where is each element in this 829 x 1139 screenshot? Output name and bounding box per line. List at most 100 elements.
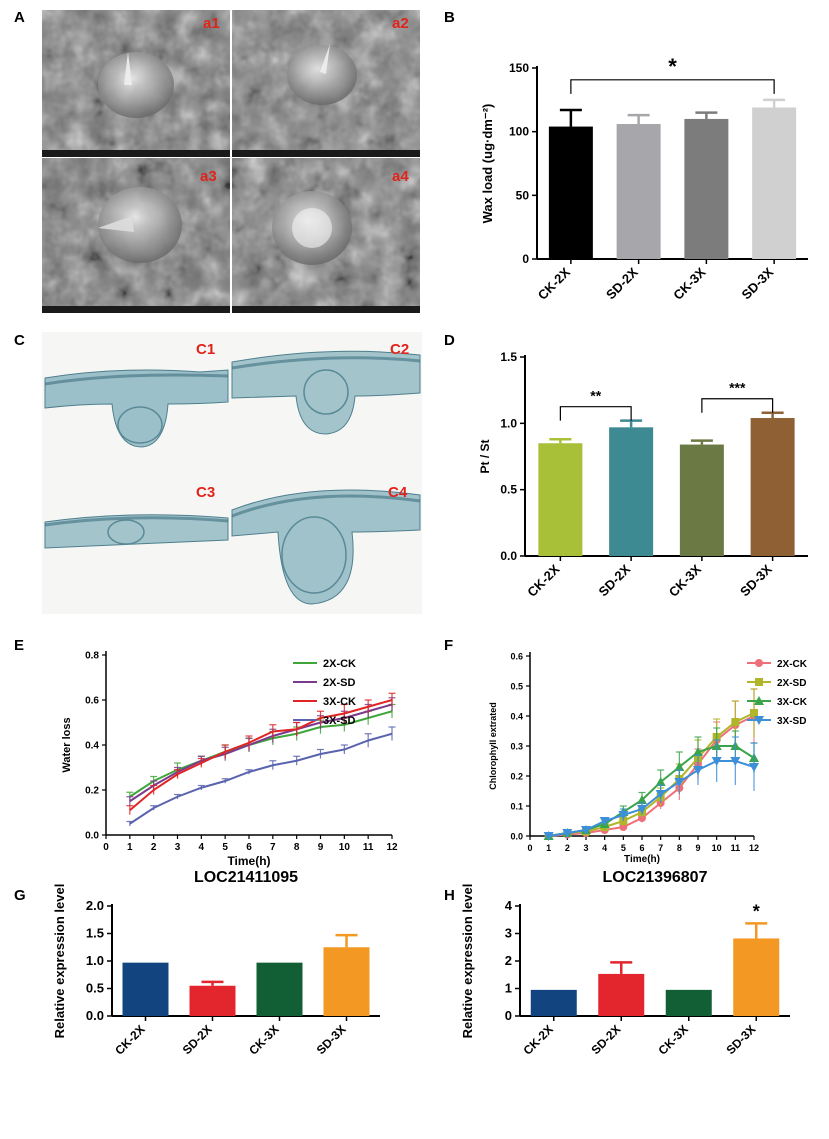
- section-image-c3: C3: [44, 484, 229, 549]
- y-tick-label: 150: [509, 61, 529, 75]
- x-tick-label: 2: [565, 843, 570, 853]
- panel-letter-d: D: [444, 332, 455, 349]
- series-2x-sd: [126, 697, 396, 806]
- data-point: [655, 777, 666, 786]
- chart-title: LOC21411095: [194, 869, 298, 886]
- x-tick-label: SD-2X: [603, 264, 641, 302]
- significance-marker: ***: [729, 380, 746, 396]
- x-tick-label: 4: [602, 843, 607, 853]
- section-label-c3: C3: [196, 484, 215, 501]
- series-line: [548, 745, 755, 837]
- y-tick-label: 0.8: [85, 651, 99, 662]
- legend-label: 3X-CK: [777, 697, 808, 708]
- y-axis-label: Wax load (ug·dm⁻²): [480, 104, 495, 224]
- x-tick-label: 0: [527, 843, 532, 853]
- y-tick-label: 0.0: [86, 1008, 104, 1023]
- legend-label: 3X-CK: [323, 696, 356, 708]
- y-tick-label: 3: [505, 926, 512, 941]
- legend-entry: 3X-CK: [293, 696, 356, 708]
- cross-section-grid: C1 C2 C3 C4: [42, 332, 422, 614]
- chart-title: LOC21396807: [603, 869, 708, 886]
- bar-ck-3x: [679, 444, 724, 556]
- legend-label: 2X-SD: [777, 678, 806, 689]
- series-line: [129, 703, 393, 803]
- x-tick-label: 7: [658, 843, 663, 853]
- data-point: [693, 747, 703, 756]
- sem-label-a4: a4: [392, 168, 409, 185]
- y-tick-label: 0.1: [510, 802, 523, 812]
- y-tick-label: 1.0: [86, 953, 104, 968]
- chart-h-loc21396807: H LOC21396807 0 1 2 3 4 Relative expression lev…: [444, 869, 790, 1058]
- bar-sd-3x: [323, 947, 370, 1016]
- x-tick-label: 11: [363, 842, 374, 853]
- legend-label: 3X-SD: [777, 716, 806, 727]
- data-point: [749, 763, 759, 772]
- series-line: [548, 760, 755, 837]
- data-point: [543, 832, 554, 841]
- y-tick-label: 1.5: [500, 350, 517, 364]
- series-line: [129, 732, 393, 825]
- y-tick-label: 0.3: [510, 742, 523, 752]
- bar-sd-3x: [750, 418, 795, 556]
- bar-ck-2x: [530, 989, 577, 1016]
- y-tick-label: 0.5: [500, 483, 517, 497]
- legend-entry: 2X-SD: [293, 677, 355, 689]
- chart-b-wax-load: B 0 50 100 150 Wax load (ug·dm⁻²) CK-2X SD-2X CK…: [444, 9, 808, 303]
- bar-sd-2x: [189, 985, 236, 1016]
- legend-label: 2X-CK: [323, 658, 356, 670]
- x-tick-label: SD-3X: [739, 264, 777, 302]
- section-label-c4: C4: [388, 484, 408, 501]
- sem-micrograph-grid: a1 a2 a3 a4: [42, 10, 420, 313]
- data-point: [730, 757, 741, 766]
- x-tick-label: 5: [621, 843, 626, 853]
- y-tick-label: 0.0: [500, 549, 517, 563]
- panel-letter-b: B: [444, 9, 455, 26]
- panel-letter-g: G: [14, 887, 26, 904]
- y-tick-label: 4: [505, 898, 513, 913]
- significance-bracket: [570, 79, 775, 94]
- y-tick-label: 100: [509, 125, 529, 139]
- sem-image-a2: a2: [232, 10, 420, 157]
- bar-sd-2x: [616, 124, 661, 259]
- series-line: [129, 699, 393, 812]
- x-tick-label: 9: [318, 842, 324, 853]
- legend-entry: 2X-CK: [747, 659, 808, 670]
- x-tick-label: 6: [246, 842, 252, 853]
- x-tick-label: 12: [749, 843, 759, 853]
- x-tick-label: SD-3X: [723, 1022, 758, 1057]
- significance-bracket: [559, 406, 632, 421]
- section-label-c1: C1: [196, 341, 215, 358]
- bar-ck-2x: [538, 443, 583, 556]
- bar-ck-3x: [684, 118, 729, 259]
- data-point: [674, 778, 685, 787]
- x-tick-label: 7: [270, 842, 276, 853]
- bar-ck-3x: [665, 989, 712, 1016]
- x-tick-label: 1: [127, 842, 133, 853]
- y-tick-label: 0.6: [85, 696, 99, 707]
- y-tick-label: 0.6: [510, 652, 523, 662]
- y-tick-label: 2.0: [86, 898, 104, 913]
- significance-marker: *: [753, 901, 760, 921]
- x-tick-label: SD-2X: [180, 1022, 215, 1057]
- section-image-c1: C1: [44, 341, 229, 448]
- y-tick-label: 1.5: [86, 926, 104, 941]
- series-3x-sd: [126, 726, 396, 826]
- y-tick-label: 0.4: [510, 712, 523, 722]
- y-tick-label: 0.2: [510, 772, 523, 782]
- bar-sd-2x: [598, 973, 645, 1016]
- x-tick-label: 10: [712, 843, 722, 853]
- sem-label-a3: a3: [200, 168, 217, 185]
- significance-marker: **: [590, 388, 601, 404]
- y-axis-label: Water loss: [61, 717, 73, 772]
- data-point: [693, 766, 703, 775]
- sem-image-a4: a4: [232, 158, 420, 313]
- legend-marker: [754, 716, 764, 725]
- x-tick-label: CK-2X: [524, 561, 562, 599]
- series-line: [548, 715, 755, 837]
- y-axis-label: Relative expression level: [460, 884, 475, 1039]
- legend-marker: [755, 659, 763, 667]
- y-tick-label: 1: [505, 981, 512, 996]
- data-point: [581, 826, 591, 835]
- sem-image-a1: a1: [42, 10, 230, 157]
